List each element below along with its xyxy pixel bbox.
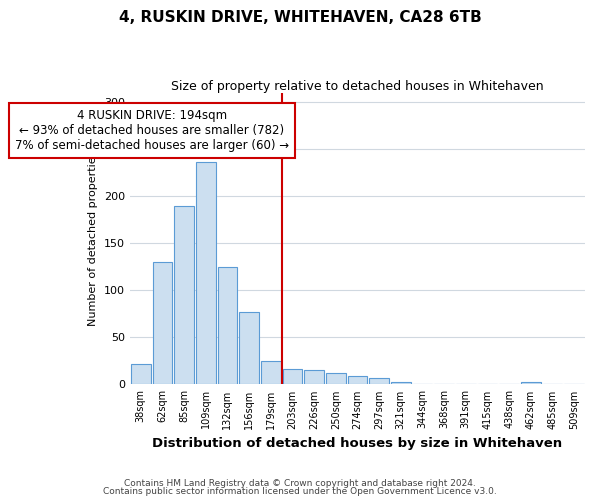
Text: 4, RUSKIN DRIVE, WHITEHAVEN, CA28 6TB: 4, RUSKIN DRIVE, WHITEHAVEN, CA28 6TB xyxy=(119,10,481,25)
Bar xyxy=(326,373,346,384)
Title: Size of property relative to detached houses in Whitehaven: Size of property relative to detached ho… xyxy=(171,80,544,93)
Bar xyxy=(152,262,172,384)
Text: Contains public sector information licensed under the Open Government Licence v3: Contains public sector information licen… xyxy=(103,487,497,496)
Bar xyxy=(196,162,215,384)
X-axis label: Distribution of detached houses by size in Whitehaven: Distribution of detached houses by size … xyxy=(152,437,563,450)
Y-axis label: Number of detached properties: Number of detached properties xyxy=(88,151,98,326)
Bar xyxy=(261,361,281,384)
Bar xyxy=(521,382,541,384)
Bar xyxy=(348,376,367,384)
Bar xyxy=(218,267,237,384)
Bar xyxy=(131,364,151,384)
Bar xyxy=(391,382,410,384)
Bar xyxy=(175,206,194,384)
Text: Contains HM Land Registry data © Crown copyright and database right 2024.: Contains HM Land Registry data © Crown c… xyxy=(124,478,476,488)
Bar xyxy=(370,378,389,384)
Text: 4 RUSKIN DRIVE: 194sqm
← 93% of detached houses are smaller (782)
7% of semi-det: 4 RUSKIN DRIVE: 194sqm ← 93% of detached… xyxy=(14,109,289,152)
Bar xyxy=(239,312,259,384)
Bar xyxy=(304,370,324,384)
Bar xyxy=(283,370,302,384)
